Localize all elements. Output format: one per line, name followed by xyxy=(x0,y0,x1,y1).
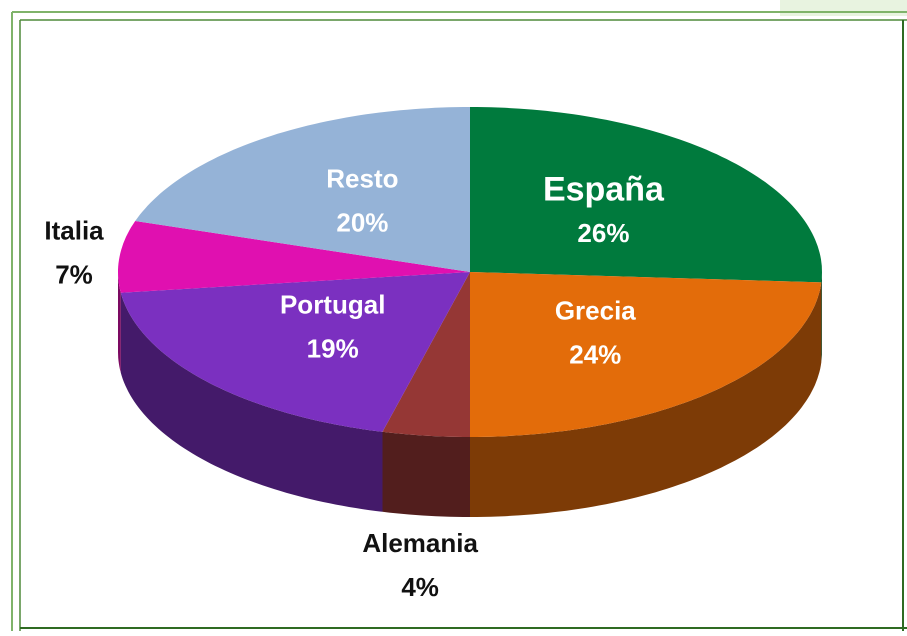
slice-label: Grecia xyxy=(555,295,636,325)
slice-label: España xyxy=(543,170,665,208)
slice-label: Italia xyxy=(44,215,104,245)
slice-side xyxy=(118,272,121,373)
slice xyxy=(470,107,822,283)
slice-value-label: 19% xyxy=(307,334,359,364)
slice xyxy=(118,221,470,293)
slice xyxy=(135,107,470,272)
slice-value-label: 20% xyxy=(336,207,388,237)
slice-label: Resto xyxy=(326,163,398,193)
slice-side xyxy=(120,292,383,512)
slice xyxy=(470,272,822,437)
slice-value-label: 26% xyxy=(577,218,629,248)
slice xyxy=(382,272,470,437)
slice-value-label: 24% xyxy=(569,339,621,369)
slice-side xyxy=(470,282,822,517)
slice-value-label: 4% xyxy=(401,572,439,602)
slice xyxy=(120,272,471,432)
slice-side xyxy=(382,431,470,517)
slice-value-label: 7% xyxy=(55,259,93,289)
slice-label: Alemania xyxy=(362,528,478,558)
frame-tab xyxy=(780,0,907,16)
slice-label: Portugal xyxy=(280,290,385,320)
slice-side xyxy=(821,272,822,363)
